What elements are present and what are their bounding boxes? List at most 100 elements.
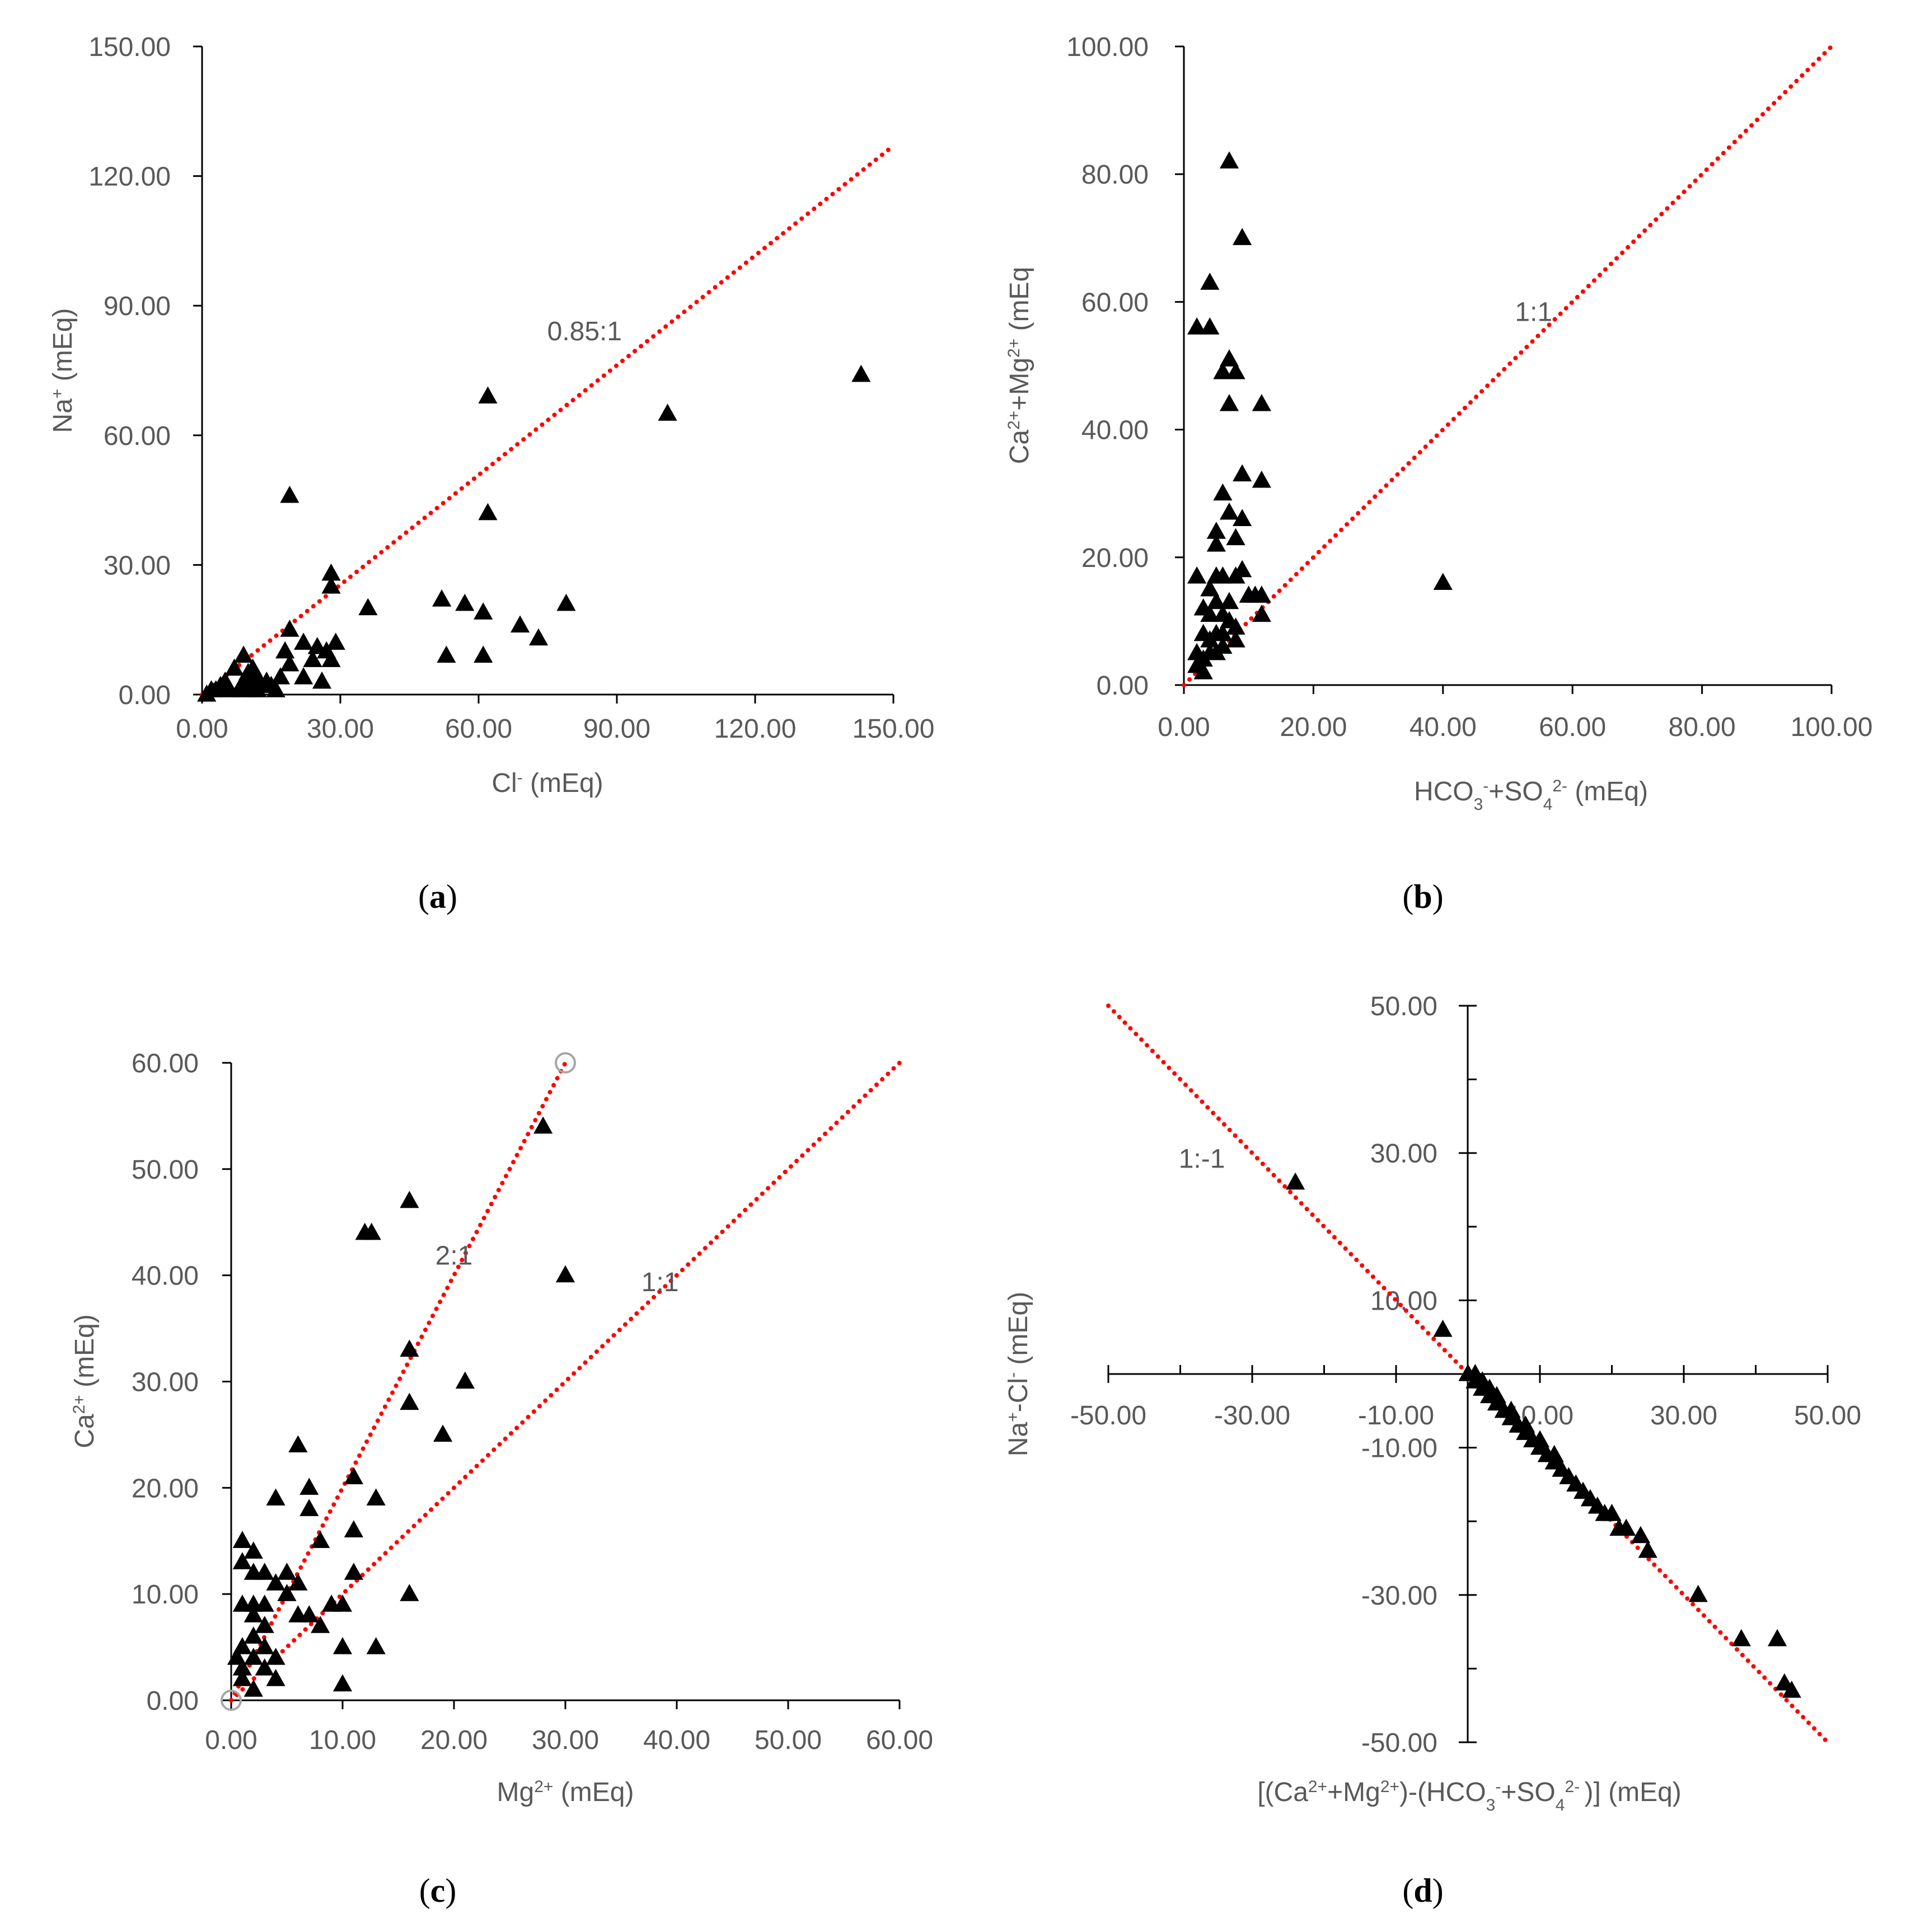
y-axis-title-part: Ca	[70, 1414, 100, 1448]
data-point-triangle-icon	[1200, 604, 1220, 622]
data-point-triangle-icon	[255, 1637, 274, 1654]
x-axis-title-part: Mg	[497, 1778, 535, 1807]
y-tick-label: 20.00	[132, 1474, 199, 1503]
y-axis-title-part: 2+	[1005, 411, 1023, 430]
data-point-triangle-icon	[1587, 1496, 1607, 1514]
x-tick-label: 90.00	[583, 714, 650, 744]
data-point-triangle-icon	[277, 1563, 297, 1580]
data-point-triangle-icon	[1219, 592, 1239, 609]
data-point-triangle-icon	[224, 658, 244, 676]
x-tick-label: 0.00	[176, 714, 228, 744]
data-point-triangle-icon	[1226, 362, 1245, 379]
data-point-triangle-icon	[555, 1265, 575, 1283]
y-axis-title-part: (mEq	[1005, 267, 1034, 339]
x-tick-label: 0.00	[1158, 712, 1210, 742]
data-point-triangle-icon	[243, 1680, 263, 1697]
x-axis-title-part: 2+	[534, 1778, 553, 1796]
y-axis-title-part: -Cl	[1004, 1378, 1033, 1412]
x-tick-label: 0.00	[205, 1725, 257, 1755]
data-point-triangle-icon	[1530, 1430, 1550, 1448]
x-tick-label: 50.00	[755, 1725, 822, 1755]
x-tick-label: 60.00	[1539, 712, 1606, 742]
panel-label-part: b	[1413, 878, 1432, 915]
y-tick-label: 60.00	[104, 421, 171, 451]
data-point-triangle-icon	[1767, 1629, 1787, 1647]
data-point-triangle-icon	[288, 1573, 308, 1591]
data-point-triangle-icon	[197, 684, 217, 702]
y-tick-label: 90.00	[104, 292, 171, 321]
data-point-triangle-icon	[312, 671, 332, 689]
panel-label-part: d	[1413, 1872, 1432, 1909]
x-axis-title-part: 2-	[1552, 777, 1567, 795]
data-point-triangle-icon	[311, 1616, 330, 1633]
y-tick-label: 120.00	[88, 162, 171, 192]
data-point-triangle-icon	[280, 654, 299, 672]
x-axis-title: Cl- (mEq)	[491, 768, 603, 799]
x-axis-title-part: 3	[1486, 1796, 1496, 1814]
panel-label-part: )	[1432, 878, 1444, 915]
y-tick-label: 150.00	[88, 32, 171, 62]
y-axis-title-part: +	[1004, 1412, 1022, 1422]
data-point-triangle-icon	[243, 1626, 263, 1644]
x-tick-label: 30.00	[1650, 1401, 1717, 1431]
x-axis-title-part: 2-	[1565, 1778, 1584, 1796]
y-tick-label: 40.00	[1081, 416, 1149, 446]
data-point-triangle-icon	[478, 503, 498, 520]
data-point-triangle-icon	[232, 1669, 252, 1686]
x-axis-title-part: )] (mEq)	[1584, 1778, 1681, 1807]
x-tick-label: 20.00	[1280, 712, 1347, 742]
x-axis-title-part: [(Ca	[1257, 1778, 1308, 1807]
data-point-triangle-icon	[243, 1605, 263, 1622]
data-point-triangle-icon	[474, 645, 493, 663]
data-point-triangle-icon	[474, 602, 493, 620]
data-point-triangle-icon	[1226, 617, 1245, 635]
data-point-triangle-icon	[232, 1531, 252, 1548]
data-point-triangle-icon	[299, 1478, 319, 1495]
data-point-triangle-icon	[400, 1392, 419, 1410]
data-point-triangle-icon	[1609, 1518, 1629, 1536]
panel-label-part: )	[446, 878, 457, 915]
y-tick-label: 30.00	[132, 1368, 199, 1398]
data-point-triangle-icon	[1233, 228, 1252, 245]
data-point-triangle-icon	[1219, 151, 1239, 168]
data-point-triangle-icon	[229, 680, 249, 697]
y-axis-title-part: 2+	[70, 1395, 88, 1414]
panel-label-part: c	[430, 1872, 446, 1909]
data-point-triangle-icon	[851, 364, 871, 382]
panel-d: -50.00 -30.00 -10.00 10.00 30.00 50.00-50.00-…	[1004, 992, 1862, 1909]
ratio-label: 0.85:1	[547, 317, 622, 346]
panel-a: 0.00 30.00 60.00 90.00 120.00 150.00 0.00 30.00…	[48, 32, 935, 915]
data-point-triangle-icon	[1731, 1629, 1751, 1647]
x-axis-title-part: 4	[1556, 1796, 1565, 1814]
y-axis-title-part: 2+	[1005, 339, 1023, 358]
data-point-triangle-icon	[326, 632, 345, 650]
panel-label-part: )	[1432, 1872, 1444, 1909]
ratio-label: 1:1	[641, 1268, 679, 1297]
x-tick-label: 30.00	[307, 714, 374, 744]
y-tick-label: -10.00	[1361, 1434, 1437, 1464]
data-point-triangle-icon	[243, 1541, 263, 1559]
hollow-circle-marker	[221, 1690, 242, 1711]
data-point-triangle-icon	[358, 598, 378, 616]
x-axis-title-part: Cl	[491, 768, 517, 798]
x-tick-label: -30.00	[1214, 1401, 1290, 1431]
panel-b: 0.00 20.00 40.00 60.00 80.00 100.00 0.00 20.00 4…	[1005, 32, 1873, 915]
y-tick-label: -50.00	[1361, 1728, 1437, 1758]
data-point-triangle-icon	[1206, 592, 1226, 609]
data-point-triangle-icon	[1233, 560, 1252, 578]
x-tick-label: 120.00	[714, 714, 797, 744]
panel-label: (b)	[1402, 878, 1443, 915]
y-axis-title-part: (mEq)	[48, 308, 78, 389]
x-axis-title-part: 4	[1543, 795, 1553, 814]
data-point-triangle-icon	[433, 1424, 453, 1442]
data-point-triangle-icon	[1193, 662, 1213, 679]
data-point-triangle-icon	[1638, 1540, 1657, 1558]
y-tick-label: 50.00	[1370, 992, 1437, 1021]
x-tick-label: 40.00	[643, 1725, 710, 1755]
data-point-triangle-icon	[400, 1584, 419, 1601]
data-point-triangle-icon	[1239, 585, 1258, 603]
data-point-triangle-icon	[1233, 464, 1252, 482]
data-point-triangle-icon	[658, 404, 677, 421]
data-point-triangle-icon	[1252, 393, 1271, 411]
data-point-triangle-icon	[294, 632, 313, 650]
